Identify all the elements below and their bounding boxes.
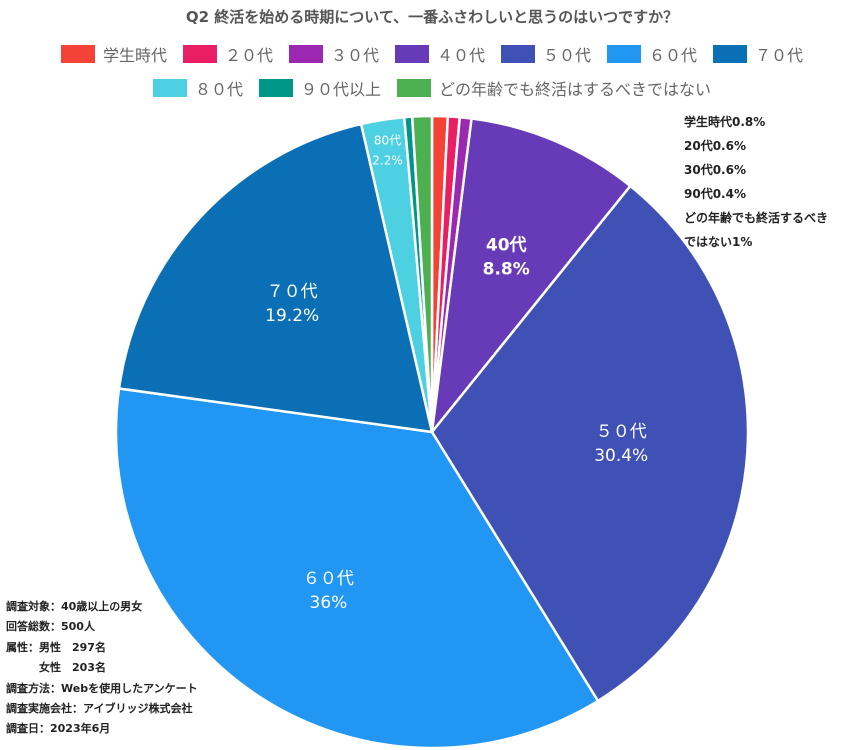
pie-slice[interactable] bbox=[114, 387, 600, 750]
legend-row-2: ８０代 ９０代以上 どの年齢でも終活はするべきではない bbox=[0, 76, 864, 100]
pie-slice[interactable] bbox=[117, 122, 434, 434]
legend-swatch bbox=[607, 45, 642, 63]
slice-label-value: 19.2% bbox=[265, 306, 319, 326]
survey-info-line: 調査方法：Webを使用したアンケート bbox=[6, 681, 198, 695]
small-slice-note-line: 30代0.6% bbox=[684, 163, 746, 177]
legend-swatch bbox=[60, 45, 95, 63]
legend-swatch bbox=[394, 45, 429, 63]
legend-item[interactable]: どの年齢でも終活はするべきではない bbox=[397, 76, 711, 100]
legend-item[interactable]: ７０代 bbox=[713, 42, 803, 66]
small-slice-note-line: どの年齢でも終活するべき bbox=[684, 211, 829, 225]
legend-swatch bbox=[288, 45, 323, 63]
slice-label-name: 40代 bbox=[486, 235, 527, 256]
small-slice-note-line: 学生時代0.8% bbox=[684, 115, 766, 129]
legend-swatch bbox=[182, 45, 217, 63]
legend-swatch bbox=[501, 45, 535, 63]
legend-item[interactable]: ６０代 bbox=[607, 42, 697, 66]
legend-label: ２０代 bbox=[224, 46, 273, 65]
legend-swatch bbox=[713, 45, 748, 63]
small-slices-note: 学生時代0.8% 20代0.6% 30代0.6% 90代0.4% どの年齢でも終活するべ… bbox=[684, 110, 854, 254]
legend-label: ４０代 bbox=[436, 46, 485, 65]
legend-label: ９０代以上 bbox=[300, 80, 381, 99]
legend-item[interactable]: ８０代 bbox=[152, 76, 243, 100]
slice-label-value: 8.8% bbox=[483, 260, 530, 280]
small-slice-note-line: 90代0.4% bbox=[684, 187, 746, 201]
legend-item[interactable]: ４０代 bbox=[394, 42, 485, 66]
legend-label: ８０代 bbox=[194, 80, 243, 99]
legend-label: ５０代 bbox=[543, 46, 592, 65]
survey-info-line: 調査実施会社：アイブリッジ株式会社 bbox=[6, 702, 193, 716]
small-slice-note-line: 20代0.6% bbox=[684, 139, 746, 153]
slice-label-value: 30.4% bbox=[594, 446, 648, 466]
small-slice-note-line: ではない1% bbox=[684, 235, 753, 249]
legend-item[interactable]: ２０代 bbox=[182, 42, 273, 66]
chart-title: Q2 終活を始める時期について、一番ふさわしいと思うのはいつですか？ bbox=[185, 8, 679, 26]
legend-item[interactable]: ３０代 bbox=[288, 42, 379, 66]
slice-label-name: ５０代 bbox=[596, 422, 647, 442]
legend-label: どの年齢でも終活はするべきではない bbox=[439, 80, 712, 99]
slice-label-name: ６０代 bbox=[303, 569, 354, 589]
survey-info-line: 回答総数：500人 bbox=[6, 620, 95, 634]
legend-label: ７０代 bbox=[755, 46, 804, 65]
legend-item[interactable]: ５０代 bbox=[501, 42, 591, 66]
pie-slice[interactable] bbox=[410, 114, 434, 433]
legend-swatch bbox=[258, 79, 293, 97]
survey-info: 調査対象：40歳以上の男女 回答総数：500人 属性：男性 297名 女性 203名… bbox=[6, 597, 198, 740]
legend-label: 学生時代 bbox=[102, 46, 167, 65]
legend-label: ３０代 bbox=[330, 46, 379, 65]
survey-info-line: 調査日：2023年6月 bbox=[6, 722, 111, 736]
legend-row-1: 学生時代 ２０代 ３０代 ４０代 ５０代 ６０代 ７０代 bbox=[0, 42, 864, 66]
survey-info-line: 調査対象：40歳以上の男女 bbox=[6, 600, 143, 613]
survey-info-line: 女性 203名 bbox=[6, 661, 106, 675]
legend-swatch bbox=[397, 79, 431, 97]
pie-slice[interactable] bbox=[430, 117, 633, 437]
slice-label-name: 80代 bbox=[374, 134, 401, 148]
legend-item[interactable]: 学生時代 bbox=[60, 42, 167, 66]
legend-swatch bbox=[152, 79, 187, 97]
pie-slice[interactable] bbox=[430, 184, 750, 703]
slice-label-name: ７０代 bbox=[267, 282, 318, 302]
slice-label-value: 36% bbox=[310, 593, 348, 613]
legend-item[interactable]: ９０代以上 bbox=[258, 76, 381, 100]
slice-label-value: 2.2% bbox=[372, 154, 403, 168]
survey-info-line: 属性：男性 297名 bbox=[6, 640, 106, 654]
legend-label: ６０代 bbox=[649, 46, 698, 65]
